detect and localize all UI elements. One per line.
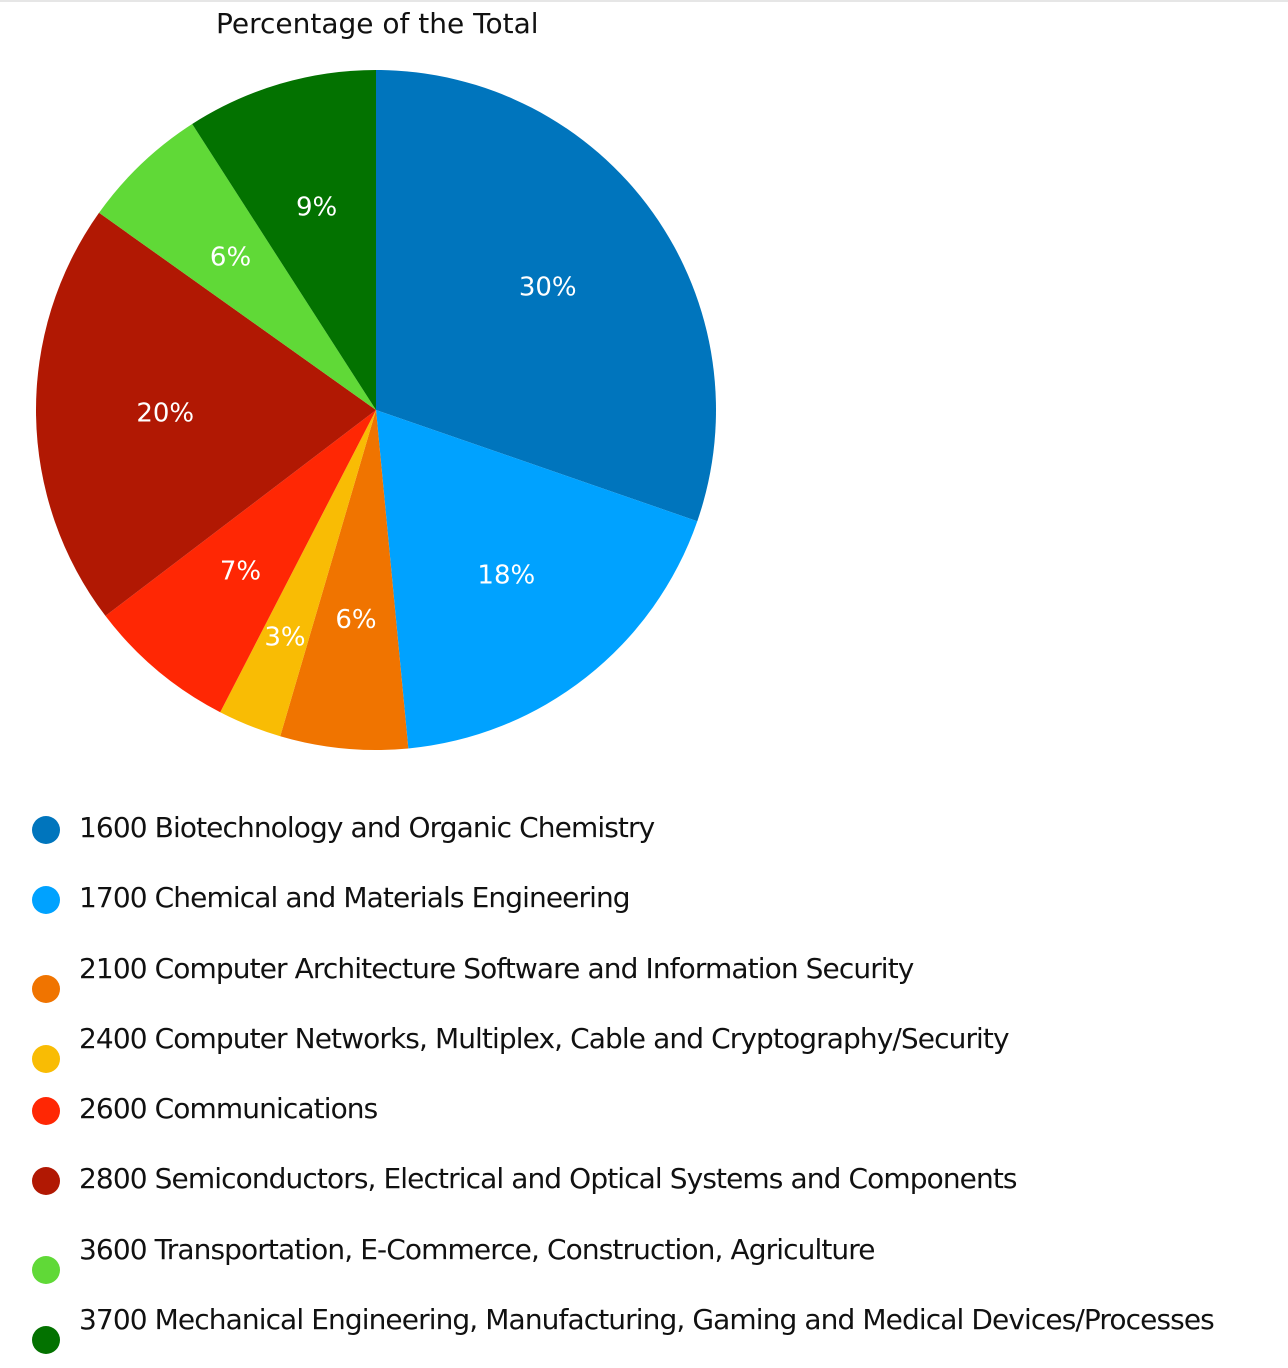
legend-label-mechanical: 3700 Mechanical Engineering, Manufacturi… xyxy=(79,1303,1215,1337)
data-label-semiconductors: 20% xyxy=(136,398,194,428)
data-label-communications: 7% xyxy=(220,556,261,586)
pie-slice-transportation xyxy=(99,123,376,410)
legend-marker-chemical xyxy=(32,886,60,915)
legend-marker-computer-arch xyxy=(32,974,60,1003)
legend-marker-mechanical xyxy=(32,1326,60,1355)
legend-label-biotech: 1600 Biotechnology and Organic Chemistry xyxy=(79,811,655,844)
chart-title: Percentage of the Total xyxy=(216,7,539,40)
legend-marker-transportation xyxy=(32,1255,60,1284)
legend-label-computer-arch: 2100 Computer Architecture Software and … xyxy=(79,951,914,985)
legend-marker-semiconductors xyxy=(32,1167,60,1196)
data-label-computer-arch: 6% xyxy=(335,605,376,635)
pie-slice-mechanical xyxy=(192,70,376,410)
legend-marker-communications xyxy=(32,1097,60,1126)
data-label-mechanical: 9% xyxy=(296,193,337,223)
data-label-transportation: 6% xyxy=(210,242,251,272)
data-label-networks: 3% xyxy=(264,622,305,652)
pie-slice-networks xyxy=(220,410,376,737)
pie-slice-semiconductors xyxy=(36,212,376,616)
legend-marker-networks xyxy=(32,1044,60,1073)
data-label-biotech: 30% xyxy=(519,273,577,303)
data-label-chemical: 18% xyxy=(477,561,535,591)
pie-slice-chemical xyxy=(376,410,698,749)
pie-chart: 30% 18% 6% 3% 7% 20% 6% 9% xyxy=(36,70,717,750)
pie-slice-communications xyxy=(105,410,376,713)
top-divider xyxy=(0,0,1288,2)
legend-marker-biotech xyxy=(32,816,60,844)
legend-label-semiconductors: 2800 Semiconductors, Electrical and Opti… xyxy=(79,1162,1018,1196)
legend-label-networks: 2400 Computer Networks, Multiplex, Cable… xyxy=(79,1021,1010,1055)
pie-slice-computer-arch xyxy=(280,410,409,750)
pie-slice-biotech xyxy=(376,70,717,522)
legend-label-transportation: 3600 Transportation, E-Commerce, Constru… xyxy=(79,1232,875,1266)
legend-label-chemical: 1700 Chemical and Materials Engineering xyxy=(79,881,631,915)
legend-label-communications: 2600 Communications xyxy=(79,1092,378,1126)
